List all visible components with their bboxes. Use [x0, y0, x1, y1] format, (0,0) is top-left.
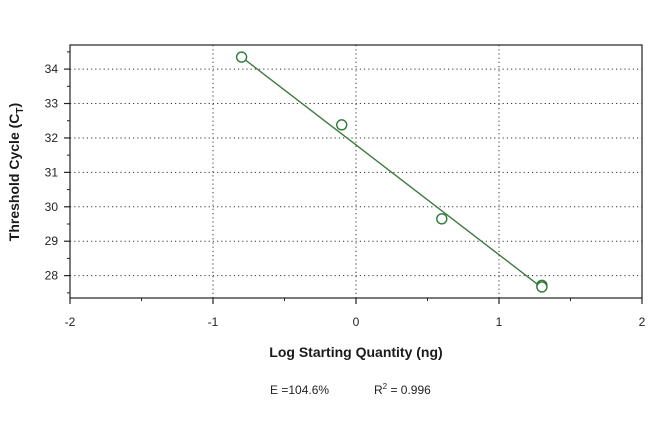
regression-line-group	[241, 56, 543, 289]
y-axis-label: Threshold Cycle (CT)	[6, 103, 26, 241]
x-tick-label: 2	[639, 315, 646, 329]
data-point	[436, 213, 448, 225]
y-axis-label-subscript: T	[15, 107, 26, 113]
y-tick-label: 33	[45, 97, 59, 111]
x-axis-label: Log Starting Quantity (ng)	[269, 344, 442, 360]
y-axis-label-main: Threshold Cycle (C	[6, 114, 22, 242]
y-axis-label-close: )	[6, 103, 22, 108]
grid-lines	[70, 45, 642, 298]
y-tick-label: 34	[45, 62, 59, 76]
y-tick-label: 28	[45, 269, 59, 283]
data-points	[235, 51, 548, 293]
x-tick-label: 0	[353, 315, 360, 329]
r-squared-label: R	[374, 383, 383, 397]
axis-ticks	[64, 51, 643, 304]
efficiency-annotation: E =104.6%	[270, 383, 329, 397]
r-squared-superscript: 2	[383, 382, 388, 391]
x-tick-label: -2	[65, 315, 76, 329]
data-point	[536, 281, 548, 293]
tick-labels: -2 -1 0 1 2 28 29 30 31 32 33 34	[45, 62, 646, 329]
x-tick-label: 1	[496, 315, 503, 329]
y-tick-label: 29	[45, 234, 59, 248]
y-tick-label: 30	[45, 200, 59, 214]
data-point	[336, 119, 348, 131]
x-tick-label: -1	[208, 315, 219, 329]
data-point	[235, 51, 248, 63]
r-squared-value: = 0.996	[387, 383, 431, 397]
regression-line	[241, 56, 543, 289]
y-tick-label: 31	[45, 165, 59, 179]
r-squared-annotation: R2 = 0.996	[374, 382, 431, 397]
y-tick-label: 32	[45, 131, 59, 145]
